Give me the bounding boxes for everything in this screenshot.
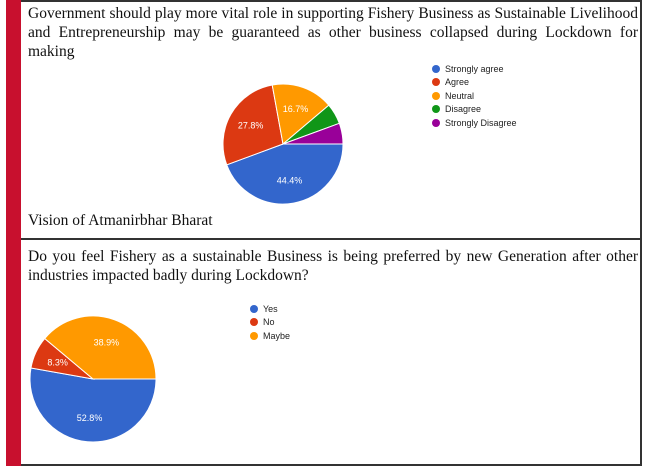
chart-1-label-neutral: 16.7%: [283, 104, 309, 114]
chart-2-legend: Yes No Maybe: [250, 302, 290, 343]
chart-1-legend-item-strongly-disagree: Strongly Disagree: [432, 116, 517, 130]
chart-1-legend-swatch-strongly-agree: [432, 64, 440, 73]
right-border: [640, 0, 642, 466]
chart-2-legend-item-maybe: Maybe: [250, 329, 290, 343]
chart-2-legend-label-no: No: [263, 317, 275, 328]
chart-1-title: Government should play more vital role i…: [28, 5, 638, 60]
chart-2-pie: 52.8% 8.3% 38.9%: [29, 315, 157, 443]
top-border: [21, 0, 640, 2]
chart-2-legend-swatch-no: [250, 318, 258, 327]
chart-1-legend-label-agree: Agree: [445, 77, 470, 88]
chart-1-pie: 44.4% 27.8% 16.7%: [222, 83, 344, 205]
chart-1-legend-item-strongly-agree: Strongly agree: [432, 62, 517, 76]
chart-1-slice-agree: [222, 84, 284, 166]
chart-1-legend-swatch-strongly-disagree: [432, 118, 440, 127]
chart-2-legend-item-no: No: [250, 316, 290, 330]
chart-1-legend-swatch-disagree: [432, 105, 440, 114]
chart-1-slice-neutral: [271, 83, 330, 145]
chart-1-title-continued: Vision of Atmanirbhar Bharat: [28, 212, 213, 229]
chart-1-legend-item-agree: Agree: [432, 76, 517, 90]
left-accent-bar: [6, 0, 21, 466]
chart-1-label-strongly-agree: 44.4%: [277, 176, 303, 186]
chart-1-legend: Strongly agree Agree Neutral Disagree Strong…: [432, 62, 517, 130]
chart-2-label-yes: 52.8%: [77, 413, 103, 423]
chart-2-legend-label-yes: Yes: [263, 303, 278, 314]
chart-1-label-agree: 27.8%: [238, 121, 264, 131]
chart-1-legend-label-neutral: Neutral: [445, 90, 475, 101]
chart-2-slice-maybe: [44, 315, 157, 380]
chart-1-legend-swatch-agree: [432, 78, 440, 87]
chart-1-legend-label-strongly-disagree: Strongly Disagree: [445, 117, 517, 128]
chart-1-slice-strongly-agree: [226, 143, 344, 205]
chart-2-slice-yes: [29, 367, 157, 443]
chart-2-label-maybe: 38.9%: [94, 337, 120, 347]
chart-1-legend-label-strongly-agree: Strongly agree: [445, 63, 504, 74]
chart-1-legend-item-neutral: Neutral: [432, 89, 517, 103]
chart-1-slice-strongly-disagree: [282, 122, 344, 145]
chart-1-legend-item-disagree: Disagree: [432, 103, 517, 117]
bottom-border: [21, 464, 640, 466]
chart-1-legend-swatch-neutral: [432, 91, 440, 100]
chart-2-title: Do you feel Fishery as a sustainable Bus…: [28, 248, 638, 284]
chart-2-legend-swatch-yes: [250, 304, 258, 313]
chart-2-label-no: 8.3%: [47, 357, 68, 367]
chart-2-legend-label-maybe: Maybe: [263, 330, 291, 341]
chart-1-legend-label-disagree: Disagree: [445, 104, 482, 115]
chart-2-legend-swatch-maybe: [250, 331, 258, 340]
section-divider: [21, 238, 640, 240]
chart-2-legend-item-yes: Yes: [250, 302, 290, 316]
